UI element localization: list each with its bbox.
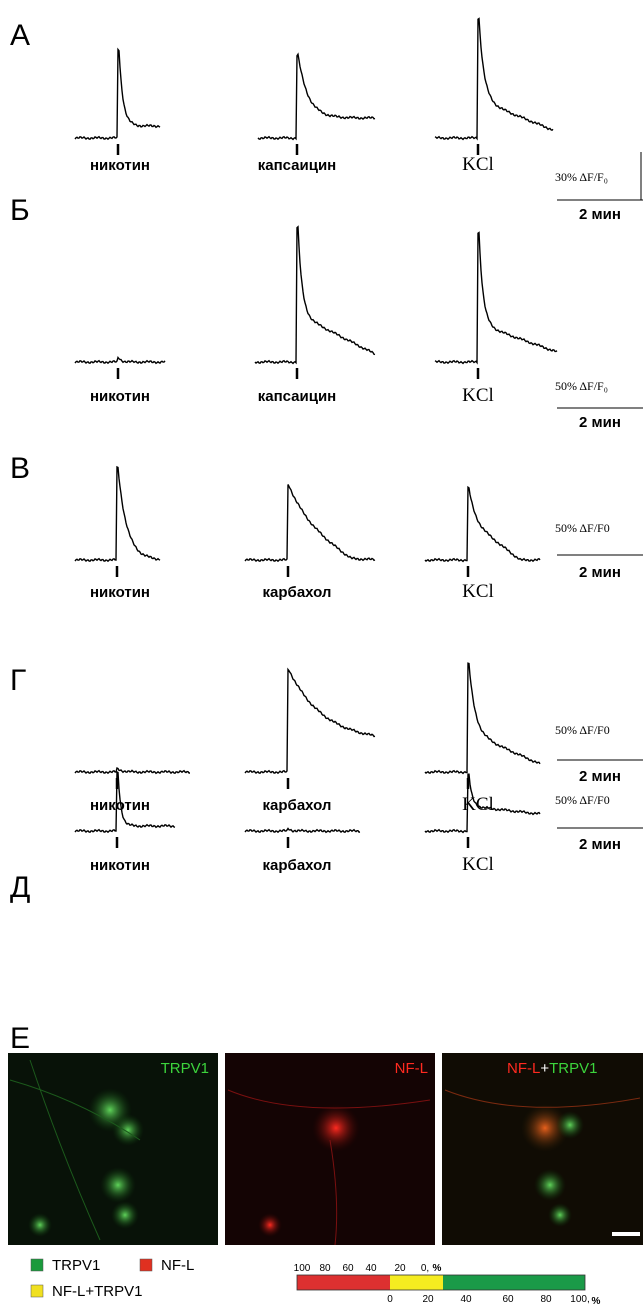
scale-amplitude: 30% ΔF/F₀: [555, 170, 608, 184]
stimulus-label: карбахол: [263, 857, 332, 874]
legend-swatch: [30, 1258, 44, 1272]
trace: [257, 52, 376, 141]
scale-time: 2 мин: [579, 564, 621, 581]
bar-segment: [443, 1275, 585, 1290]
top-tick: 40: [365, 1263, 377, 1274]
trace: [424, 485, 541, 563]
trace: [424, 662, 541, 775]
trace: [74, 47, 161, 141]
stimulus-label: KCl: [462, 581, 494, 602]
legend-label: NF-L: [161, 1257, 194, 1274]
top-tick: 0,: [421, 1263, 429, 1274]
stimulus-label: никотин: [90, 857, 150, 874]
scale-amplitude: 50% ΔF/F₀: [555, 379, 608, 393]
bottom-tick: 60: [502, 1294, 514, 1305]
scale-amplitude: 50% ΔF/F0: [555, 793, 610, 807]
trace: [434, 231, 558, 365]
bottom-tick: 0: [387, 1294, 393, 1305]
trace: [74, 770, 176, 834]
merge-part: +: [540, 1060, 549, 1077]
scale-bar: [612, 1232, 640, 1236]
trace: [244, 827, 361, 834]
top-tick: 80: [319, 1263, 331, 1274]
trace: [74, 766, 190, 775]
bar-segment: [390, 1275, 443, 1290]
stimulus-label: карбахол: [263, 584, 332, 601]
top-tick: 20: [394, 1263, 406, 1274]
red-cells: [227, 1089, 431, 1246]
trace: [74, 355, 166, 365]
stimulus-label: никотин: [90, 157, 150, 174]
scale-amplitude: 50% ΔF/F0: [555, 521, 610, 535]
stimulus-label: KCl: [462, 854, 494, 875]
merge-cells: [444, 1089, 641, 1227]
bottom-tick: 20: [422, 1294, 434, 1305]
scale-time: 2 мин: [579, 414, 621, 431]
merge-part: NF-L: [507, 1060, 540, 1077]
stimulus-label: капсаицин: [258, 388, 337, 405]
panel-letter: Д: [10, 871, 30, 904]
stimulus-label: капсаицин: [258, 157, 337, 174]
merge-label: NF-L+TRPV1: [507, 1060, 597, 1077]
panel-letter: Е: [10, 1022, 30, 1055]
trace: [244, 667, 376, 775]
top-tick: 60: [342, 1263, 354, 1274]
image-label: TRPV1: [161, 1060, 209, 1077]
panel-letter: Б: [10, 194, 30, 227]
stimulus-label: KCl: [462, 794, 494, 815]
scale-amplitude: 50% ΔF/F0: [555, 723, 610, 737]
trace: [434, 17, 554, 141]
trace: [424, 773, 541, 834]
scale-time: 2 мин: [579, 768, 621, 785]
bottom-tick: 40: [460, 1294, 472, 1305]
panel-letter: Г: [10, 664, 26, 697]
bottom-tick: 80: [540, 1294, 552, 1305]
stimulus-label: KCl: [462, 154, 494, 175]
legend-swatch: [30, 1284, 44, 1298]
top-unit: %: [433, 1263, 442, 1274]
stimulus-label: KCl: [462, 385, 494, 406]
panel-letter: А: [10, 19, 30, 52]
green-cells: [9, 1059, 144, 1241]
legend-label: NF-L+TRPV1: [52, 1283, 142, 1300]
scale-time: 2 мин: [579, 206, 621, 223]
scale-time: 2 мин: [579, 836, 621, 853]
trace: [244, 484, 376, 563]
merge-part: TRPV1: [549, 1060, 597, 1077]
stimulus-label: никотин: [90, 388, 150, 405]
stimulus-label: карбахол: [263, 797, 332, 814]
panel-letter: В: [10, 452, 30, 485]
bar-ticks: 100 80 60 40 20 0, % 0 20 40 60 80 100,%: [294, 1263, 601, 1307]
bar-frame: [296, 1274, 586, 1291]
bar-segment: [297, 1275, 390, 1290]
trace: [254, 225, 376, 365]
bottom-tick: 100,: [570, 1294, 589, 1305]
trace: [74, 465, 161, 563]
image-label: NF-L: [395, 1060, 428, 1077]
bottom-unit: %: [592, 1296, 601, 1307]
micrographs: [8, 1053, 643, 1246]
legend-swatch: [139, 1258, 153, 1272]
legend-label: TRPV1: [52, 1257, 100, 1274]
stimulus-label: никотин: [90, 797, 150, 814]
top-tick: 100: [294, 1263, 311, 1274]
stimulus-label: никотин: [90, 584, 150, 601]
